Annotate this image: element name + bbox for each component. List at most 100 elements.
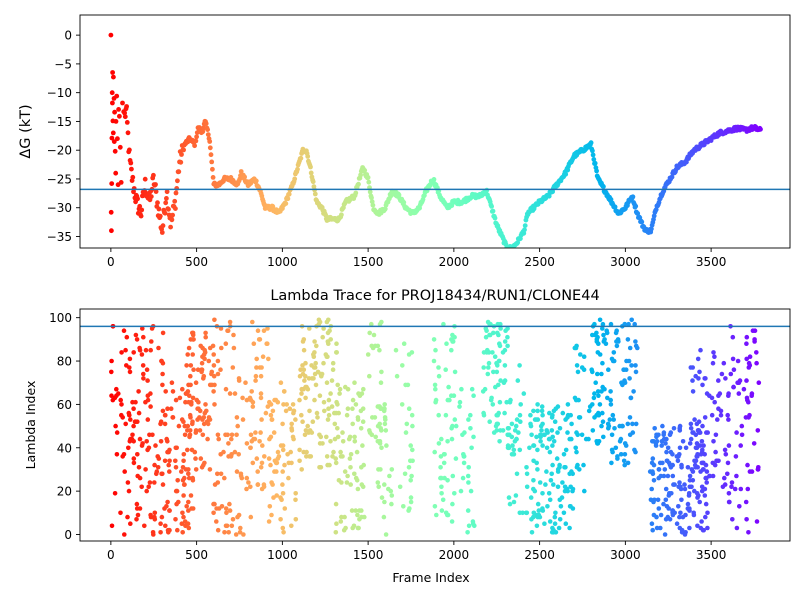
data-point — [535, 447, 540, 453]
data-point — [432, 382, 438, 388]
data-point — [741, 386, 747, 392]
data-point — [560, 480, 565, 485]
data-point — [325, 417, 331, 422]
data-point — [692, 417, 697, 422]
data-point — [507, 501, 513, 507]
data-point — [667, 462, 673, 468]
data-point — [431, 177, 437, 182]
data-point — [183, 399, 188, 405]
data-point — [183, 391, 189, 396]
data-point — [611, 358, 617, 364]
data-point — [522, 223, 528, 229]
data-point — [452, 417, 458, 422]
data-point — [722, 447, 728, 453]
data-point — [117, 113, 122, 119]
data-point — [278, 443, 284, 448]
data-point — [300, 339, 306, 344]
data-point — [133, 399, 138, 405]
data-point — [609, 432, 615, 438]
data-point — [301, 367, 307, 373]
data-point — [114, 386, 119, 392]
data-point — [266, 356, 271, 362]
data-point — [690, 469, 696, 474]
data-point — [353, 402, 359, 407]
data-point — [305, 386, 311, 392]
data-point — [565, 402, 571, 407]
data-point — [453, 423, 459, 429]
data-point — [378, 380, 384, 386]
data-point — [259, 460, 265, 466]
data-point — [175, 478, 180, 483]
data-point — [468, 412, 473, 418]
data-point — [739, 423, 745, 429]
data-point — [212, 482, 218, 487]
data-point — [156, 345, 161, 351]
data-point — [531, 443, 537, 448]
data-point — [330, 360, 336, 366]
data-point — [347, 434, 353, 440]
data-point — [268, 412, 274, 418]
data-point — [238, 525, 243, 531]
data-point — [319, 371, 325, 377]
data-point — [301, 347, 307, 353]
data-point — [167, 458, 172, 464]
data-point — [550, 462, 555, 468]
data-point — [557, 426, 563, 431]
data-point — [281, 402, 286, 407]
data-point — [650, 527, 655, 533]
data-point — [468, 488, 474, 494]
data-point — [560, 410, 566, 416]
data-point — [561, 452, 567, 457]
data-point — [190, 330, 196, 336]
data-point — [314, 343, 319, 349]
y-tick-label: 40 — [57, 441, 72, 455]
data-point — [649, 521, 655, 526]
data-point — [325, 339, 331, 344]
data-point — [630, 421, 635, 427]
data-point — [167, 508, 172, 513]
data-point — [312, 397, 317, 403]
data-point — [665, 473, 671, 479]
data-point — [516, 430, 521, 435]
data-point — [326, 397, 332, 403]
data-point — [438, 454, 444, 459]
data-point — [324, 434, 329, 440]
data-point — [506, 426, 512, 431]
data-point — [552, 521, 558, 526]
data-point — [248, 484, 253, 490]
x-tick-label: 1500 — [353, 548, 384, 562]
data-point — [537, 480, 543, 485]
data-point — [531, 478, 536, 483]
data-point — [269, 480, 274, 485]
data-point — [749, 469, 755, 474]
data-point — [205, 421, 211, 427]
data-point — [187, 412, 193, 418]
data-point — [174, 186, 180, 191]
data-point — [147, 480, 153, 485]
data-point — [662, 532, 668, 537]
data-point — [170, 212, 176, 218]
data-point — [255, 328, 261, 334]
data-point — [535, 501, 541, 507]
data-point — [700, 382, 705, 388]
data-point — [614, 343, 620, 349]
x-axis: 0 500 1000 1500 2000 2500 3000 3500 — [107, 541, 726, 562]
data-point — [280, 482, 285, 487]
data-point — [699, 439, 705, 444]
data-point — [370, 202, 376, 208]
data-point — [173, 488, 179, 494]
data-point — [158, 530, 163, 535]
data-point — [466, 480, 471, 485]
data-point — [131, 186, 137, 191]
data-point — [199, 369, 204, 375]
data-point — [353, 190, 359, 196]
data-point — [457, 399, 463, 405]
data-point — [226, 441, 231, 446]
data-point — [162, 458, 168, 464]
data-point — [231, 345, 237, 351]
data-point — [242, 174, 248, 180]
data-point — [210, 166, 215, 172]
data-point — [749, 393, 754, 399]
data-point — [382, 482, 387, 487]
data-point — [112, 109, 117, 115]
